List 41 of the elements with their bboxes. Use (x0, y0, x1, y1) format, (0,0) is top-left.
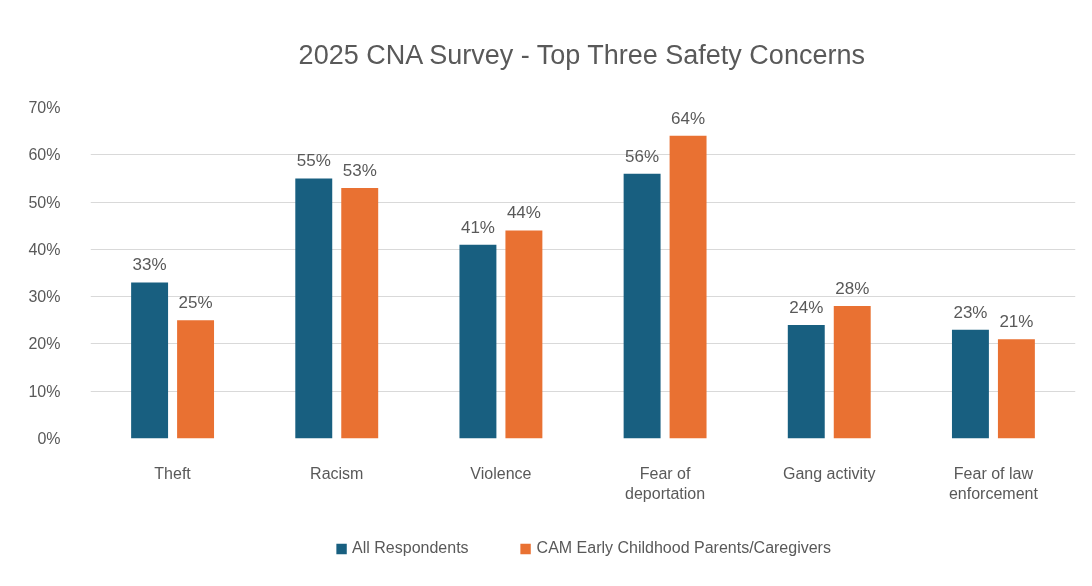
data-label: 21% (999, 312, 1034, 332)
y-tick-label: 30% (28, 288, 61, 306)
x-tick-label: Racism (310, 464, 364, 482)
x-tick-label: Violence (470, 464, 532, 482)
data-label: 41% (460, 217, 495, 237)
chart-title: 2025 CNA Survey - Top Three Safety Concerns (298, 40, 865, 70)
data-label: 44% (506, 203, 541, 223)
y-tick-label: 60% (28, 146, 61, 164)
legend-label: All Respondents (352, 539, 469, 557)
bar (787, 325, 825, 439)
data-label: 24% (789, 298, 824, 318)
x-tick-label: Fear of deportation (625, 464, 706, 502)
legend-label: CAM Early Childhood Parents/Caregivers (536, 539, 831, 557)
data-label: 28% (835, 279, 870, 299)
x-tick-label: Theft (154, 464, 192, 482)
bar (459, 244, 497, 439)
bar (951, 329, 989, 439)
y-tick-label: 50% (28, 193, 61, 211)
data-label: 55% (296, 151, 331, 171)
bar (669, 135, 707, 439)
y-tick-label: 20% (28, 335, 61, 353)
bar (131, 282, 169, 439)
x-tick-label: Fear of law enforcement (948, 464, 1039, 502)
data-label: 56% (625, 146, 660, 166)
y-tick-label: 40% (28, 240, 61, 258)
data-label: 25% (178, 293, 213, 313)
bar (997, 339, 1035, 439)
x-tick-label: Gang activity (783, 464, 876, 482)
y-tick-label: 0% (37, 430, 61, 447)
bar (833, 306, 871, 439)
data-label: 23% (953, 302, 988, 322)
y-tick-label: 70% (28, 99, 61, 116)
data-label: 33% (132, 255, 167, 275)
data-label: 53% (342, 160, 377, 180)
bar (623, 173, 661, 439)
bar (177, 320, 215, 439)
data-label: 64% (671, 108, 706, 128)
bar (341, 187, 379, 439)
bar (505, 230, 543, 439)
y-tick-label: 10% (28, 382, 61, 400)
bar (295, 178, 333, 439)
